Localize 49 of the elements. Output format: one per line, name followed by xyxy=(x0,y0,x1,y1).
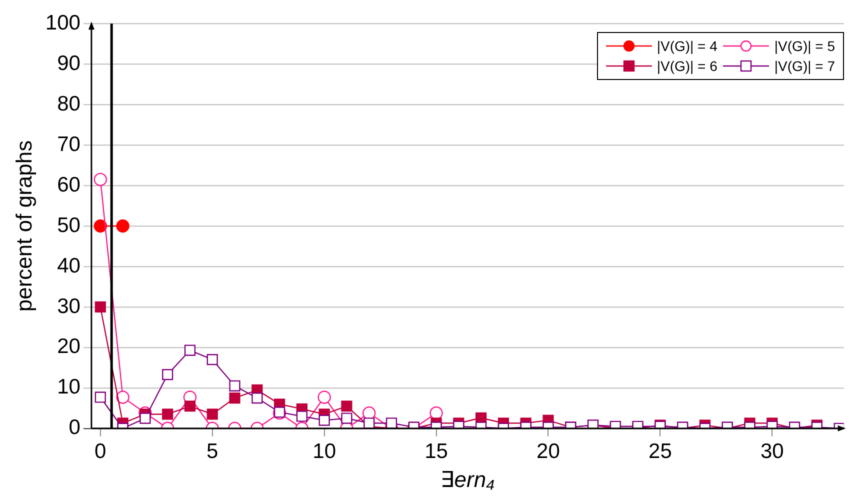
point xyxy=(206,408,218,420)
point xyxy=(206,354,218,366)
legend-label: |V(G)| = 7 xyxy=(774,58,835,74)
y-tick-label: 0 xyxy=(68,416,80,440)
point xyxy=(184,400,196,412)
x-tick-label: 20 xyxy=(536,440,560,463)
y-tick-label: 40 xyxy=(57,254,80,278)
legend-label: |V(G)| = 4 xyxy=(656,38,718,54)
y-tick-label: 90 xyxy=(57,52,80,75)
point xyxy=(430,406,443,420)
point xyxy=(94,301,106,313)
y-tick-label: 60 xyxy=(57,173,80,196)
point xyxy=(296,410,308,422)
x-tick-label: 30 xyxy=(760,440,784,463)
x-tick-label: 25 xyxy=(648,440,672,463)
y-tick-label: 20 xyxy=(57,335,80,358)
point xyxy=(229,380,240,392)
point xyxy=(94,219,107,233)
x-tick-label: 15 xyxy=(424,440,448,463)
point xyxy=(162,369,174,380)
point xyxy=(94,172,107,186)
point xyxy=(116,390,130,404)
point xyxy=(318,414,330,426)
y-tick-label: 30 xyxy=(57,294,80,318)
point xyxy=(341,400,352,412)
point xyxy=(184,344,196,356)
point xyxy=(341,412,352,424)
point xyxy=(162,408,174,420)
point xyxy=(318,390,331,404)
y-tick-label: 10 xyxy=(57,376,80,399)
y-tick-label: 80 xyxy=(57,92,80,116)
x-tick-label: 10 xyxy=(312,440,336,463)
x-tick-label: 5 xyxy=(206,440,218,463)
legend-label: |V(G)| = 6 xyxy=(656,58,718,74)
y-tick-label: 100 xyxy=(45,11,80,34)
point xyxy=(386,418,398,428)
point xyxy=(116,219,130,233)
legend-label: |V(G)| = 5 xyxy=(774,38,835,54)
point xyxy=(362,406,376,420)
x-tick-label: 0 xyxy=(94,440,106,463)
point xyxy=(252,392,263,404)
y-tick-label: 70 xyxy=(57,132,80,156)
y-axis-title: percent of graphs xyxy=(11,140,36,312)
y-tick-label: 50 xyxy=(57,214,80,237)
x-axis-title: ∃ern₄ xyxy=(440,466,495,492)
point xyxy=(364,418,375,428)
point xyxy=(140,412,151,424)
point xyxy=(94,392,106,403)
point xyxy=(229,392,240,404)
